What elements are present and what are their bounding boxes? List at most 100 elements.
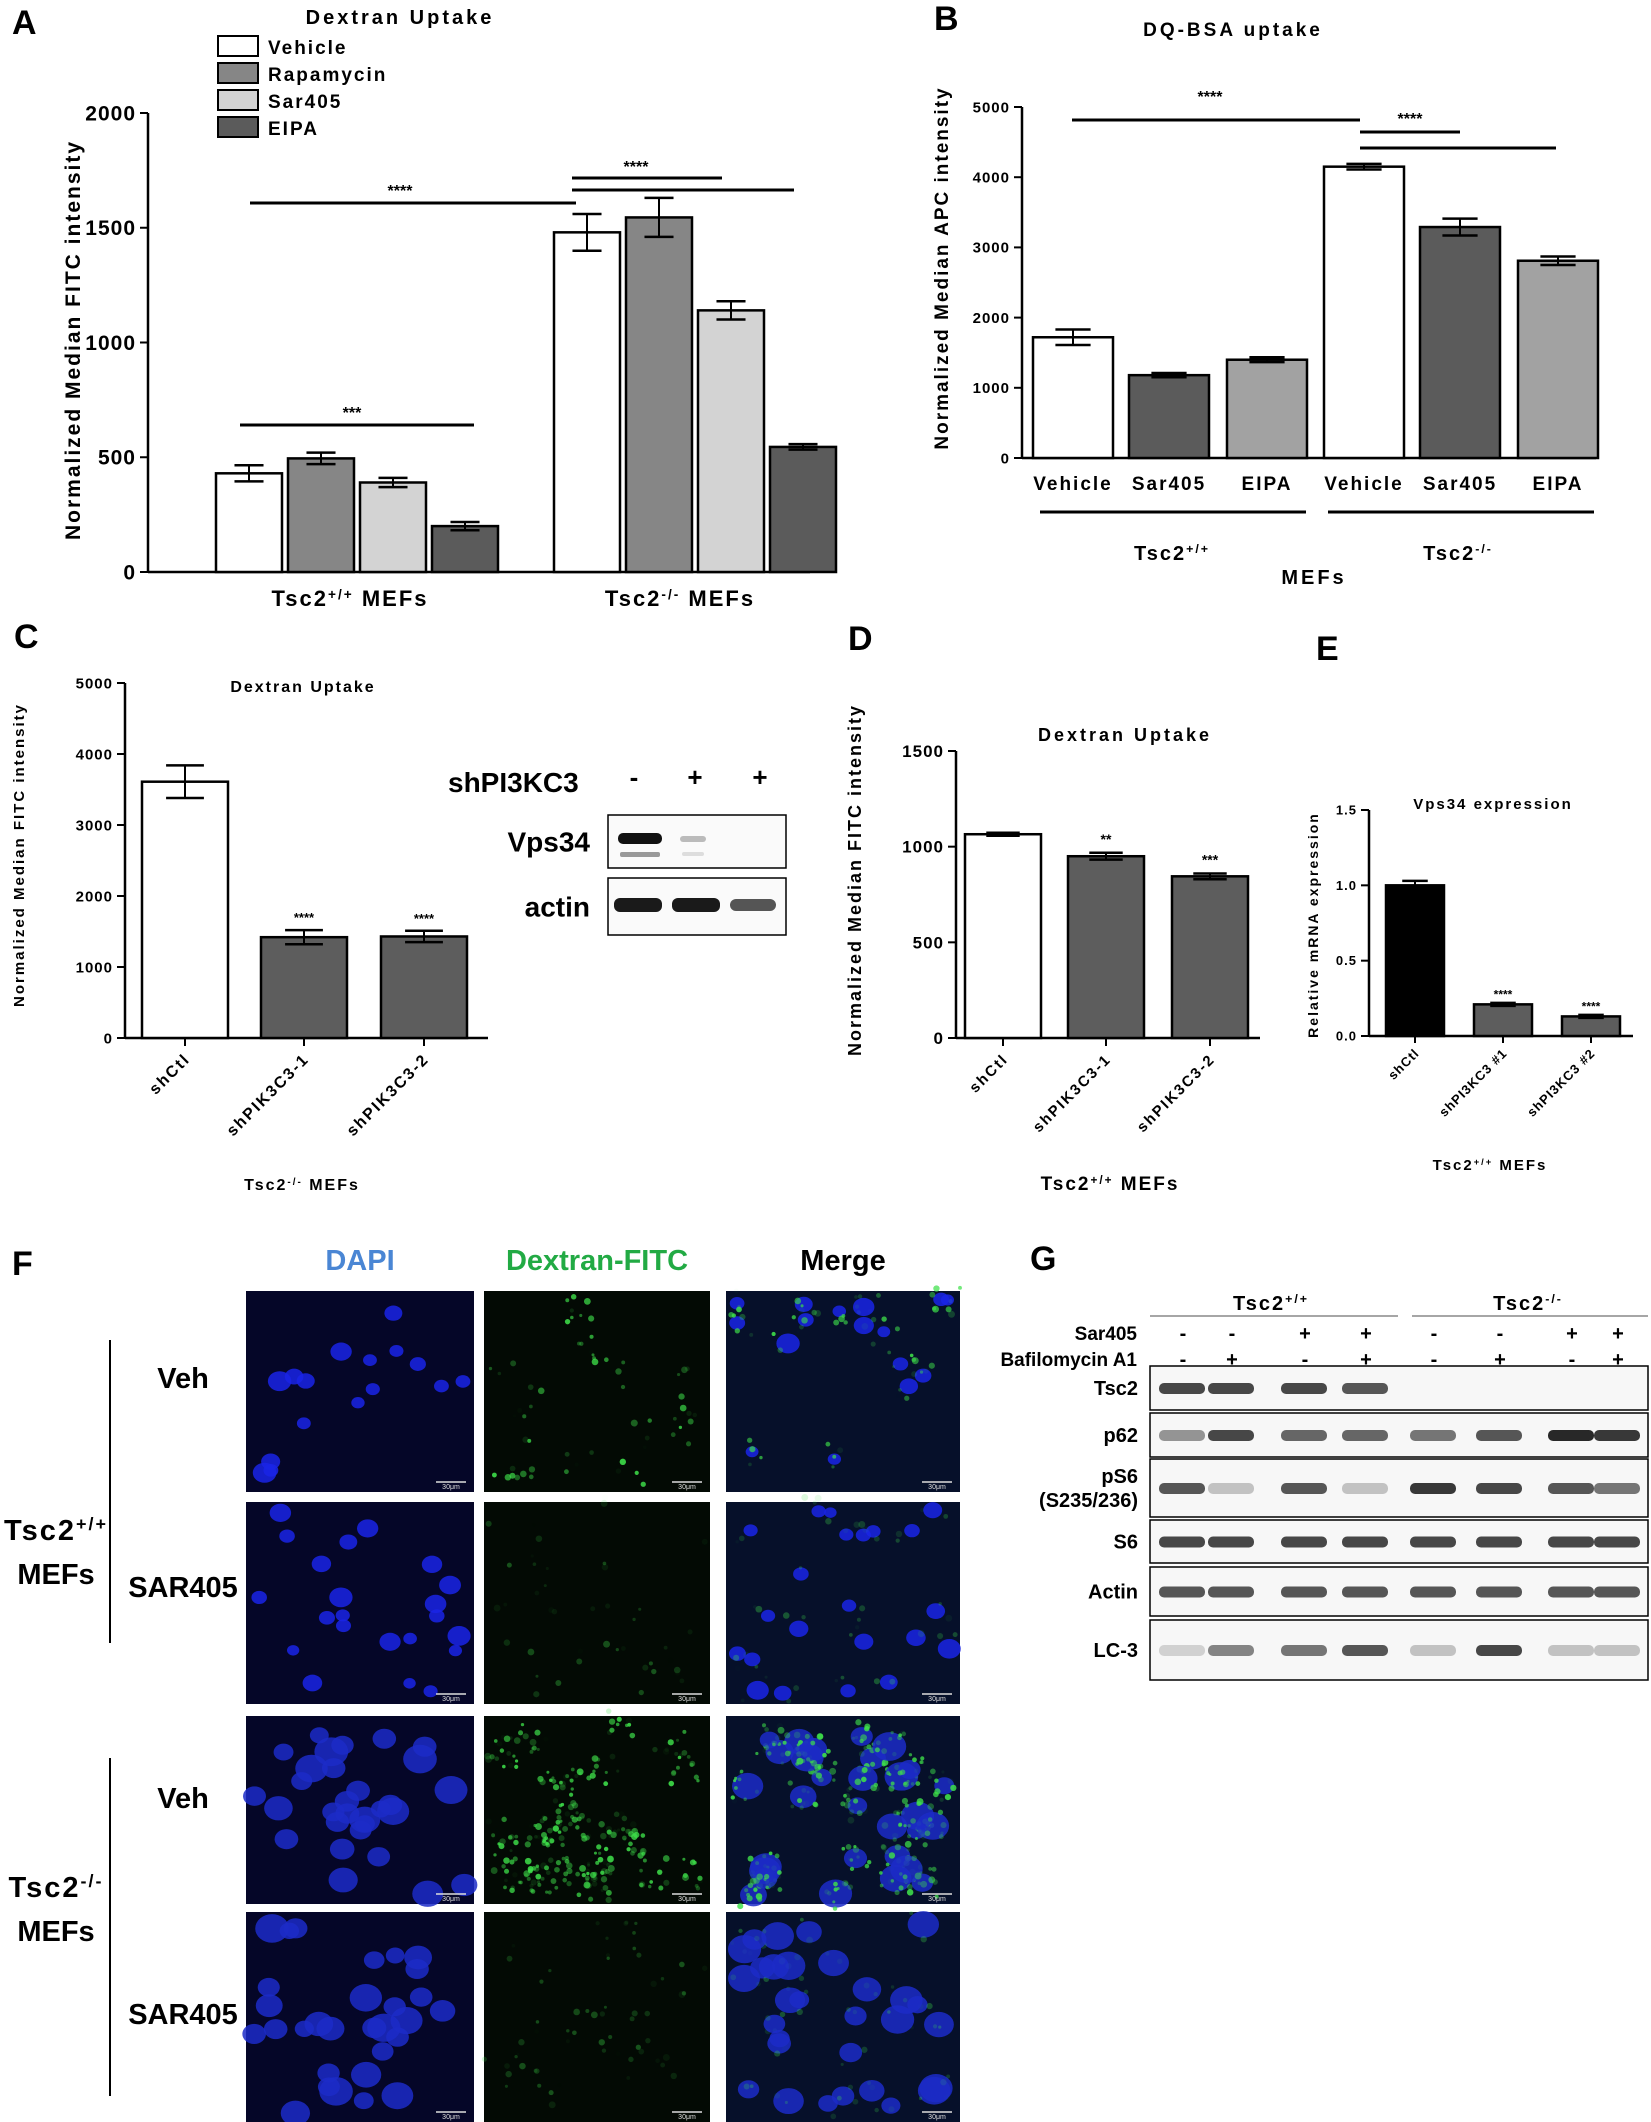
chart-a-ytick-label: 1500 [85,217,136,240]
fitc-dot [600,1870,605,1875]
fitc-dot [867,2081,872,2085]
fitc-dot [559,1780,563,1785]
nucleus-blob [773,2088,804,2115]
fitc-dot [516,2053,519,2056]
nucleus-blob [384,1305,403,1321]
fitc-dot [757,1896,763,1902]
fitc-dot [862,1526,869,1534]
fitc-dot [569,1792,574,1797]
fitc-dot [894,1843,902,1851]
fitc-dot [514,2054,518,2059]
panel-g-row-label: S6 [1114,1532,1138,1554]
chart-b: DQ-BSA uptake 0 1000 2000 3000 4000 5000 Normal… [932,20,1600,589]
panel-g-band [1159,1430,1205,1441]
nucleus-blob [329,1838,355,1860]
chart-a-ytick-label: 2000 [85,102,136,125]
fitc-dot [689,1762,694,1768]
panel-f-group-suffix: MEFs [17,1916,94,1948]
fitc-dot [701,1538,708,1545]
fitc-dot [570,1787,574,1791]
fitc-dot [493,1853,497,1857]
panel-g-lane-sign: + [1299,1323,1311,1345]
panel-g-band [1410,1483,1456,1494]
fitc-dot [916,1801,922,1807]
fitc-dot [492,1835,496,1839]
fitc-dot [621,1360,626,1365]
fitc-dot [566,2029,570,2033]
fitc-dot [501,1816,507,1823]
fitc-dot [734,1328,741,1334]
nucleus-blob [389,1344,404,1357]
fitc-dot [762,1854,767,1859]
fitc-dot [689,1760,696,1767]
fitc-dot [623,1837,627,1841]
chart-c-sig-label: **** [414,911,435,926]
fitc-dot [928,1876,936,1884]
panel-g-lane-sign: - [1302,1349,1309,1371]
fitc-dot [579,1341,584,1346]
fitc-dot [624,1920,629,1925]
chart-a-legend-swatch [217,116,259,138]
fitc-dot [730,1941,735,1945]
fitc-dot [623,1921,629,1926]
nucleus-blob [455,1375,471,1388]
fitc-dot [491,1472,497,1478]
fitc-dot [675,1670,681,1676]
nucleus-blob [732,1772,764,1800]
chart-b-title: DQ-BSA uptake [1143,20,1323,41]
fitc-dot [894,1326,900,1332]
fitc-dot [533,1691,540,1698]
chart-d-x-label: shCtl [966,1051,1012,1097]
fitc-dot [625,1717,633,1724]
fitc-dot [854,1735,859,1740]
fitc-dot [526,1876,531,1881]
chart-e: Vps34 expression 0.0 0.5 1.0 1.5 Relative mRN… [1305,796,1633,1174]
fitc-dot [616,1828,621,1832]
fitc-dot [620,1384,626,1390]
fitc-dot [678,1393,685,1400]
nucleus-blob [840,1684,856,1698]
fitc-dot [484,1752,492,1760]
chart-a-ylabel: Normalized Median FITC intensity [62,140,85,540]
fitc-dot [676,1765,680,1770]
fitc-dot [678,1425,683,1430]
fitc-dot [497,1371,502,1376]
fitc-dot [605,1603,611,1609]
fitc-dot [576,1768,584,1776]
chart-e-title: Vps34 expression [1413,796,1573,813]
fitc-dot [512,1856,518,1862]
fitc-dot [537,1387,545,1395]
fitc-dot [784,1750,791,1757]
chart-d-bar [963,832,1043,1040]
fitc-dot [647,1418,652,1423]
chart-c-sig-label: **** [294,910,315,925]
fitc-dot [514,1834,519,1839]
fitc-dot [630,1851,635,1856]
fitc-dot [754,1935,760,1942]
blot-c-band [618,833,662,844]
fitc-dot [537,1882,542,1887]
fitc-dot [555,1808,562,1815]
fitc-dot [799,1324,804,1330]
fitc-dot [639,1868,643,1873]
fitc-dot [933,1285,940,1292]
fitc-dot [570,1814,575,1820]
fitc-dot [928,1866,933,1871]
chart-a-bar-eipa [430,524,500,574]
fitc-dot [924,1830,931,1837]
microscopy-panel-f: DAPI Dextran-FITC Merge 30μm 30μm 30μm 30μm 30μ… [4,1245,962,2122]
fitc-dot [892,1832,899,1840]
nucleus-blob [280,2100,311,2122]
panel-g-row-label: Tsc2 [1094,1378,1138,1400]
nucleus-blob [421,1555,443,1574]
chart-d-sig-label: *** [1202,851,1219,867]
chart-a-ytick-label: 0 [123,561,136,584]
fitc-dot [777,1723,784,1730]
fitc-dot [548,1857,554,1863]
fitc-dot [910,1782,915,1786]
blot-c-lane-sign: - [630,762,639,792]
fitc-dot [561,1856,566,1861]
chart-e-ytick-label: 1.5 [1336,803,1357,818]
fitc-dot [805,1570,809,1574]
fitc-dot [881,1762,886,1767]
